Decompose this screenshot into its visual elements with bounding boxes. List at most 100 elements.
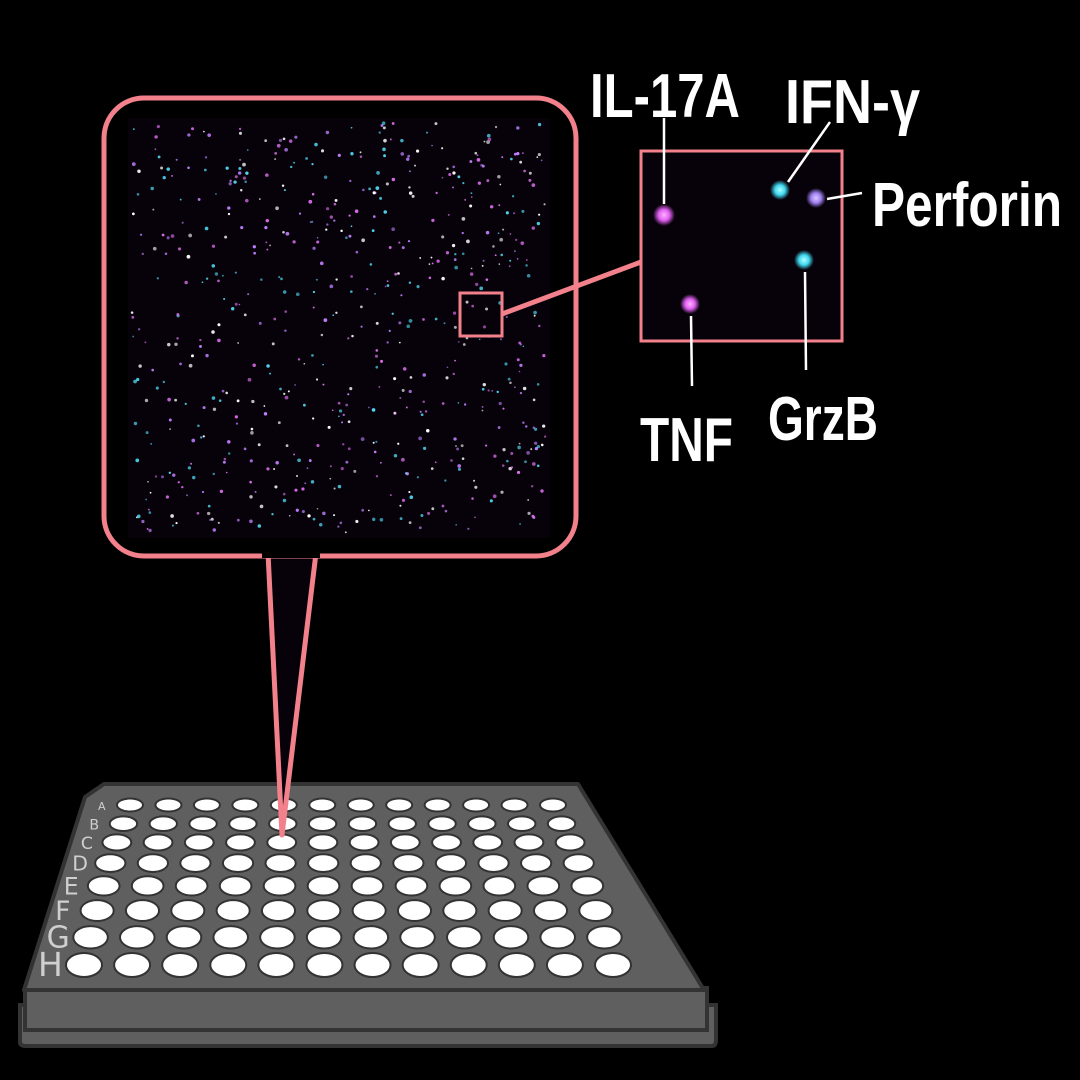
well-F8[interactable] [396,899,433,922]
well-D10[interactable] [477,853,510,874]
well-A8[interactable] [385,797,414,813]
well-E9[interactable] [438,875,473,897]
well-E4[interactable] [218,875,253,897]
well-C10[interactable] [472,833,504,852]
well-E1[interactable] [86,875,121,897]
well-G8[interactable] [399,925,436,950]
well-G12[interactable] [586,925,623,950]
well-D7[interactable] [349,853,382,874]
well-F4[interactable] [215,899,251,922]
spot [337,484,342,489]
well-H12[interactable] [594,952,632,978]
well-D11[interactable] [519,853,553,874]
well-G5[interactable] [259,925,296,950]
well-E12[interactable] [570,875,605,897]
well-A4[interactable] [231,797,260,813]
well-C4[interactable] [225,833,256,852]
well-F11[interactable] [532,899,569,922]
well-A10[interactable] [462,797,491,813]
well-E5[interactable] [262,875,297,897]
well-A12[interactable] [539,797,567,813]
well-C12[interactable] [554,833,586,852]
well-D6[interactable] [307,853,340,874]
well-B7[interactable] [347,815,378,833]
well-G2[interactable] [119,925,156,950]
well-C9[interactable] [431,833,462,852]
well-G4[interactable] [212,925,249,950]
well-C1[interactable] [101,833,133,852]
well-H6[interactable] [305,952,344,978]
well-B12[interactable] [546,815,577,833]
well-F6[interactable] [306,899,342,922]
well-A6[interactable] [308,797,337,813]
well-H3[interactable] [161,952,200,978]
well-B1[interactable] [108,815,139,833]
well-A3[interactable] [192,797,221,813]
well-E3[interactable] [174,875,209,897]
well-C7[interactable] [348,833,380,852]
well-F10[interactable] [487,899,523,922]
well-B6[interactable] [307,815,338,833]
well-G6[interactable] [305,925,343,950]
well-F1[interactable] [79,899,115,922]
well-F3[interactable] [170,899,206,922]
well-D12[interactable] [562,853,595,874]
well-G11[interactable] [539,925,577,950]
well-D2[interactable] [136,853,170,874]
well-E10[interactable] [482,875,517,897]
well-E8[interactable] [394,875,429,897]
well-C8[interactable] [389,833,421,852]
spot [454,265,459,270]
well-B10[interactable] [467,815,497,833]
well-B4[interactable] [228,815,258,833]
well-E2[interactable] [130,875,165,897]
well-G10[interactable] [492,925,530,950]
well-H5[interactable] [257,952,296,978]
spot [136,193,140,196]
spot [388,329,391,332]
well-C2[interactable] [142,833,174,852]
well-E7[interactable] [350,875,385,897]
well-H10[interactable] [497,952,536,978]
well-C6[interactable] [307,833,339,852]
well-D4[interactable] [221,853,255,874]
well-H2[interactable] [113,952,152,978]
well-A1[interactable] [116,797,144,813]
well-D1[interactable] [94,853,127,874]
well-H9[interactable] [449,952,488,978]
spot [465,300,469,304]
well-D3[interactable] [179,853,212,874]
well-B3[interactable] [188,815,218,833]
well-A2[interactable] [154,797,183,813]
well-F2[interactable] [124,899,161,922]
well-H8[interactable] [401,952,440,978]
well-D8[interactable] [392,853,425,874]
well-B2[interactable] [148,815,178,833]
well-E6[interactable] [306,875,341,897]
well-B9[interactable] [427,815,457,833]
well-G3[interactable] [165,925,203,950]
well-A11[interactable] [500,797,529,813]
well-G1[interactable] [72,925,109,950]
well-H1[interactable] [65,952,103,978]
well-A9[interactable] [423,797,452,813]
well-A7[interactable] [346,797,375,813]
well-B11[interactable] [507,815,537,833]
well-E11[interactable] [526,875,561,897]
well-G9[interactable] [446,925,483,950]
well-H7[interactable] [353,952,392,978]
well-F9[interactable] [442,899,478,922]
well-F5[interactable] [260,899,297,922]
well-G7[interactable] [352,925,390,950]
well-H11[interactable] [545,952,584,978]
spot [394,272,398,276]
well-C3[interactable] [183,833,215,852]
well-F7[interactable] [351,899,387,922]
well-F12[interactable] [578,899,614,922]
spot [207,511,211,516]
well-D5[interactable] [264,853,297,874]
well-C11[interactable] [513,833,545,852]
well-D9[interactable] [434,853,468,874]
well-B8[interactable] [387,815,417,833]
well-H4[interactable] [209,952,248,978]
